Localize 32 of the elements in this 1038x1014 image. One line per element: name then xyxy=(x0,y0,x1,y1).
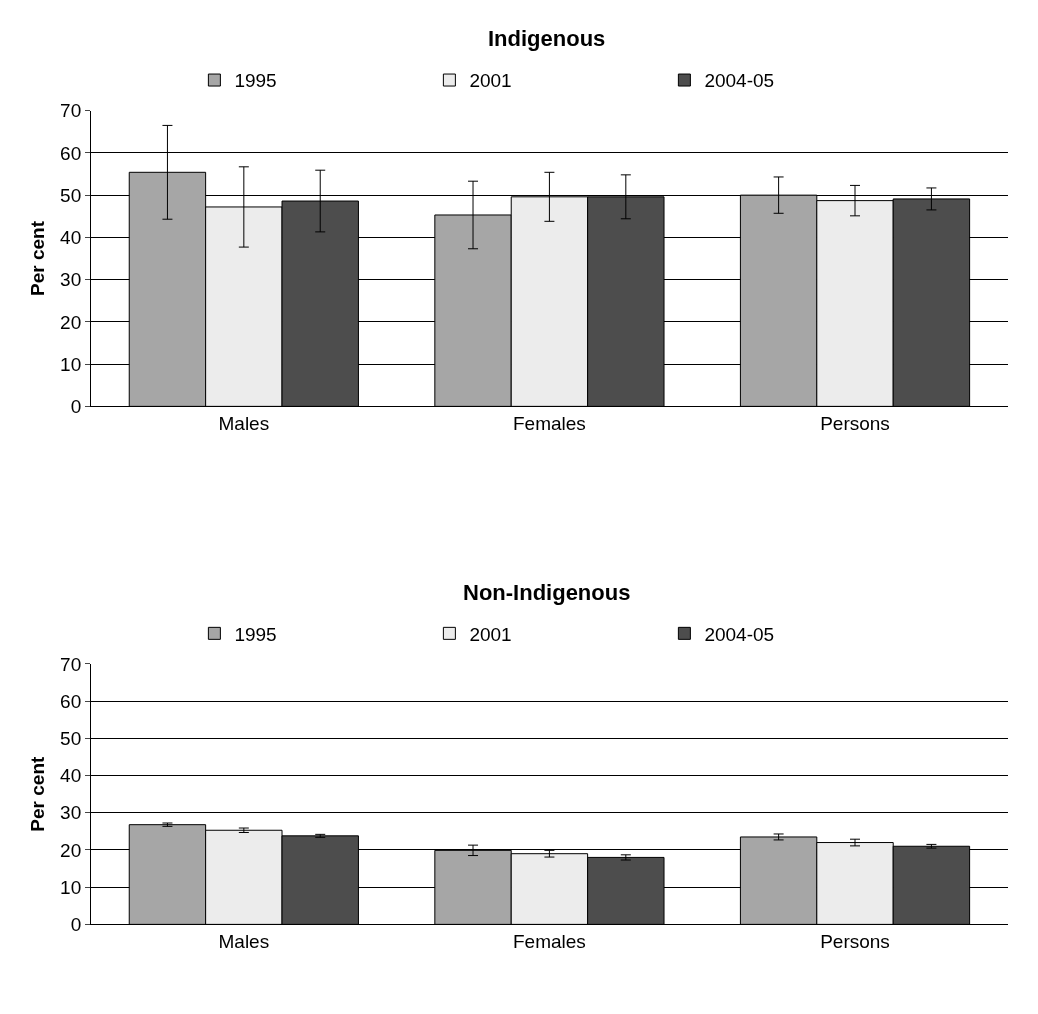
y-axis-title: Per cent xyxy=(26,756,48,832)
x-tick-label: Females xyxy=(512,931,586,953)
y-tick-label: 40 xyxy=(60,765,82,787)
legend-label: 2004-05 xyxy=(704,70,775,92)
y-tick-label: 60 xyxy=(60,142,82,164)
y-tick-label: 70 xyxy=(60,100,82,122)
legend-label: 2001 xyxy=(469,623,512,645)
y-tick-label: 30 xyxy=(60,802,82,824)
y-axis-title: Per cent xyxy=(26,220,48,296)
x-tick-label: Persons xyxy=(820,931,890,953)
legend-label: 2001 xyxy=(469,70,512,92)
y-tick-label: 10 xyxy=(60,353,82,375)
legend-label: 2004-05 xyxy=(704,623,775,645)
y-tick-label: 10 xyxy=(60,876,82,898)
y-tick-label: 0 xyxy=(70,914,82,936)
legend-label: 1995 xyxy=(234,623,277,645)
chart-title: Indigenous xyxy=(488,26,606,51)
legend-label: 1995 xyxy=(234,70,277,92)
x-tick-label: Persons xyxy=(820,413,890,435)
y-tick-label: 50 xyxy=(60,728,82,750)
y-tick-label: 30 xyxy=(60,269,82,291)
y-tick-label: 0 xyxy=(70,396,82,418)
x-tick-label: Males xyxy=(218,413,270,435)
y-tick-label: 70 xyxy=(60,653,82,675)
y-tick-label: 50 xyxy=(60,184,82,206)
chart-title: Non-Indigenous xyxy=(463,580,631,605)
y-tick-label: 20 xyxy=(60,311,82,333)
y-tick-label: 20 xyxy=(60,839,82,861)
y-tick-label: 60 xyxy=(60,690,82,712)
x-tick-label: Females xyxy=(512,413,586,435)
x-tick-label: Males xyxy=(218,931,270,953)
y-tick-label: 40 xyxy=(60,227,82,249)
